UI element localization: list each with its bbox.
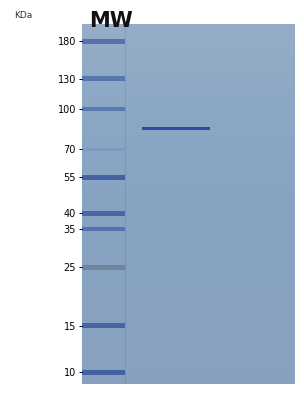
Text: MW: MW bbox=[89, 11, 133, 31]
Text: KDa: KDa bbox=[14, 11, 32, 20]
